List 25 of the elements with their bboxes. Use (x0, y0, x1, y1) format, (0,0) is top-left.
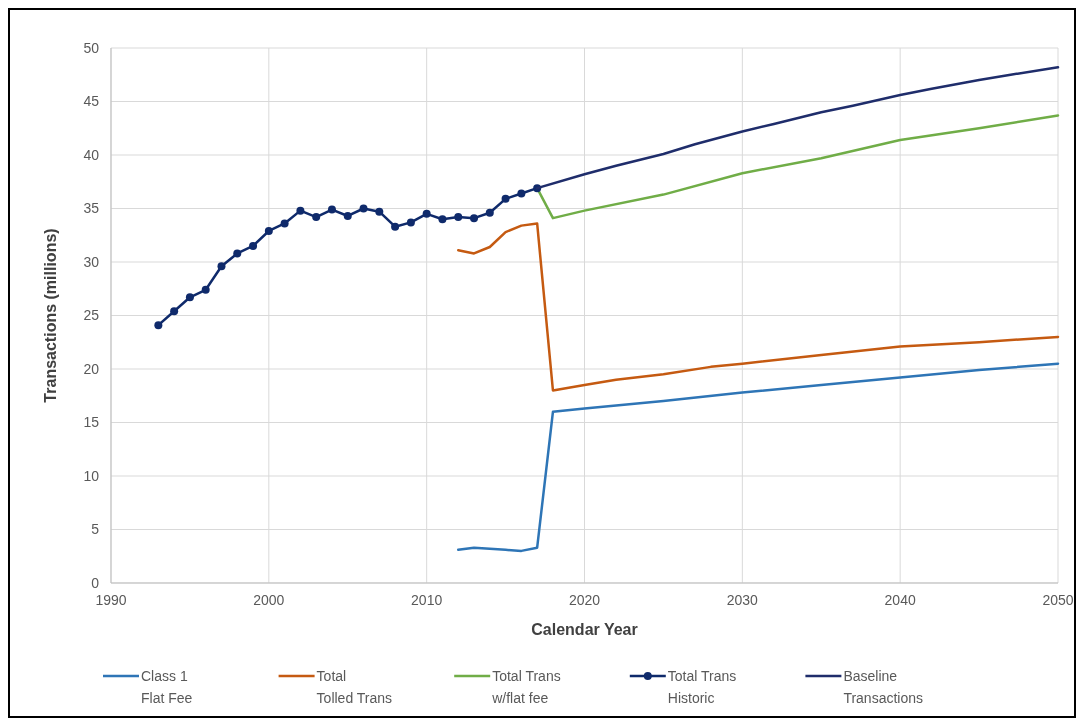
y-tick-label: 45 (83, 93, 100, 110)
y-tick-label: 5 (91, 521, 100, 538)
legend-label: Total Trans Historic (667, 667, 737, 707)
y-tick-label: 10 (83, 467, 100, 484)
x-tick-label: 2040 (884, 592, 916, 608)
y-tick-label: 15 (83, 414, 100, 431)
x-tick-label: 2030 (726, 592, 759, 608)
x-tick-label: 1990 (95, 592, 127, 608)
x-axis-title: Calendar Year (531, 621, 638, 638)
legend-label: Baseline Transactions (843, 667, 924, 707)
legend-label: Total Tolled Trans (316, 667, 393, 707)
y-tick-label: 0 (91, 574, 100, 591)
y-axis-title: Transactions (millions) (42, 228, 59, 403)
y-tick-label: 35 (83, 200, 100, 217)
x-tick-label: 2050 (1042, 592, 1074, 608)
y-tick-label: 40 (83, 146, 100, 163)
legend-label: Total Trans w/flat fee (491, 667, 561, 707)
x-tick-label: 2020 (568, 592, 601, 608)
x-tick-label: 2010 (411, 592, 443, 608)
y-tick-label: 50 (83, 39, 100, 56)
y-tick-label: 25 (83, 307, 100, 324)
y-tick-label: 30 (83, 253, 100, 270)
legend-label: Class 1 Flat Fee (141, 667, 193, 707)
y-tick-label: 20 (83, 360, 100, 377)
x-tick-label: 2000 (253, 592, 285, 608)
